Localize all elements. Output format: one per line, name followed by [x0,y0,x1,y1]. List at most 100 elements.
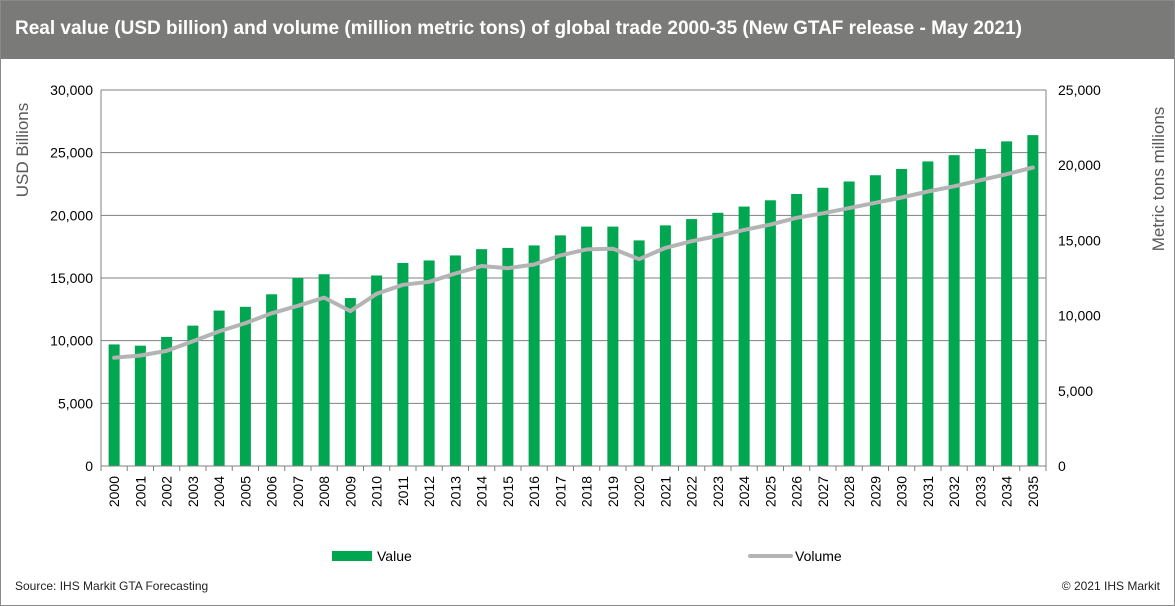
x-tick-label: 2015 [500,476,516,507]
source-note: Source: IHS Markit GTA Forecasting [15,579,209,593]
x-tick-label: 2023 [710,476,726,507]
x-tick-label: 2022 [684,476,700,507]
x-tick-label: 2029 [867,476,883,507]
legend-volume-label: Volume [795,548,842,564]
x-tick-label: 2004 [211,476,227,507]
y-left-tick-label: 30,000 [50,82,93,98]
value-bar [1001,141,1013,466]
value-bars [108,135,1039,466]
value-bar [318,274,330,466]
x-tick-label: 2030 [894,476,910,507]
value-bar [397,262,409,466]
value-bar [843,181,855,466]
value-bar [371,275,383,466]
value-bar [791,194,803,466]
x-tick-label: 2007 [290,476,306,507]
value-bar [213,310,225,466]
legend: Value Volume [332,548,842,564]
value-bar [476,249,488,466]
volume-line [112,165,1035,360]
x-tick-label: 2033 [972,476,988,507]
x-tick-label: 2016 [526,476,542,507]
y-left-axis-title: USD Billions [13,103,32,197]
x-tick-label: 2024 [736,476,752,507]
x-tick-label: 2020 [631,476,647,507]
x-tick-label: 2009 [342,476,358,507]
value-bar [659,225,671,466]
legend-value-label: Value [377,548,412,564]
title-bar: Real value (USD billion) and volume (mil… [1,1,1174,59]
value-bar [554,235,566,466]
value-bar [423,260,435,466]
y-left-tick-label: 20,000 [50,207,93,223]
x-tick-label: 2003 [185,476,201,507]
value-bar [449,255,461,466]
x-tick-label: 2010 [369,476,385,507]
y-left-tick-label: 10,000 [50,333,93,349]
x-tick-label: 2035 [1025,476,1041,507]
value-bar [161,336,173,466]
value-bar [922,161,934,466]
gridlines [101,89,1046,467]
value-bar [869,175,881,466]
x-tick-label: 2034 [999,476,1015,507]
axes [100,90,1047,471]
y-right-tick-label: 10,000 [1058,308,1101,324]
value-bar [502,247,514,466]
value-bar [581,226,593,466]
x-tick-label: 2012 [421,476,437,507]
x-tick-label: 2017 [552,476,568,507]
chart-title: Real value (USD billion) and volume (mil… [15,18,1022,39]
value-bar [108,344,120,466]
x-tick-label: 2011 [395,476,411,506]
value-bar [738,206,750,466]
x-tick-label: 2031 [920,476,936,507]
copyright-note: © 2021 IHS Markit [1061,579,1160,593]
y-right-tick-label: 15,000 [1058,232,1101,248]
x-tick-label: 2032 [946,476,962,507]
value-bar [266,294,278,466]
x-tick-label: 2028 [841,476,857,507]
value-bar [948,155,960,466]
value-bar [344,298,356,466]
y-left-tick-label: 15,000 [50,270,93,286]
x-tick-label: 2002 [159,476,175,507]
x-tick-label: 2018 [579,476,595,507]
x-tick-label: 2019 [605,476,621,507]
value-bar [292,278,304,466]
value-bar [528,245,540,466]
value-bar [134,345,146,466]
y-left-tick-label: 5,000 [58,395,93,411]
value-bar [239,306,251,466]
value-bar [686,219,698,466]
legend-value-swatch [332,551,372,561]
y-right-tick-label: 0 [1058,458,1066,474]
value-bar [817,187,829,466]
value-bar [1027,135,1039,466]
volume-line-group [112,165,1035,360]
y-left-tick-label: 0 [85,458,93,474]
value-bar [187,325,199,466]
x-tick-label: 2001 [132,476,148,507]
value-bar [974,148,986,466]
x-tick-label: 2026 [789,476,805,507]
x-tick-label: 2006 [264,476,280,507]
x-tick-label: 2008 [316,476,332,507]
x-tick-label: 2021 [657,476,673,507]
y-right-axis-title: Metric tons millions [1149,107,1168,252]
x-tick-label: 2014 [474,476,490,507]
value-bar [764,200,776,466]
chart-area: 0 5,000 10,000 15,000 20,000 25,000 30,000 0 5,0… [13,82,1168,564]
x-tick-label: 2000 [106,476,122,507]
y-right-tick-label: 25,000 [1058,82,1101,98]
x-tick-label: 2027 [815,476,831,507]
value-bar [633,240,645,466]
y-left-tick-label: 25,000 [50,145,93,161]
x-tick-label: 2025 [762,476,778,507]
y-right-tick-label: 5,000 [1058,383,1093,399]
value-bar [712,212,724,466]
y-right-tick-label: 20,000 [1058,157,1101,173]
x-tick-label: 2005 [237,476,253,507]
value-bar [607,226,619,466]
